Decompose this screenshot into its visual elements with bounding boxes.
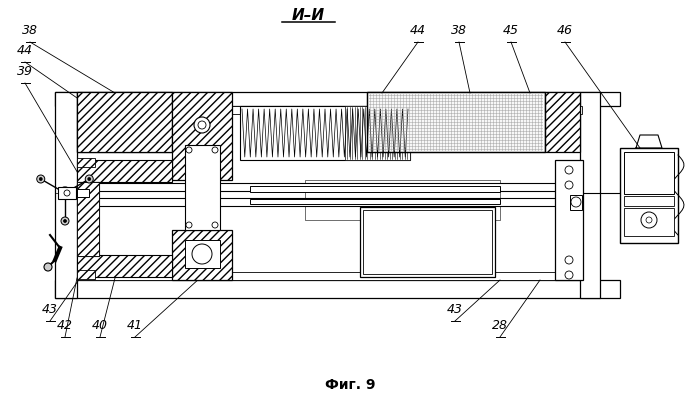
Bar — [570, 195, 582, 210]
Circle shape — [64, 190, 70, 196]
Text: 43: 43 — [447, 303, 463, 316]
Circle shape — [198, 121, 206, 129]
Bar — [250, 199, 500, 204]
Text: 40: 40 — [92, 319, 108, 332]
Text: И–И: И–И — [291, 8, 325, 24]
Bar — [367, 92, 545, 152]
Circle shape — [212, 147, 218, 153]
Text: 42: 42 — [57, 319, 73, 332]
Circle shape — [565, 271, 573, 279]
Text: 41: 41 — [127, 319, 143, 332]
Bar — [77, 158, 95, 167]
Circle shape — [37, 175, 45, 183]
Circle shape — [64, 219, 66, 223]
Bar — [77, 182, 99, 256]
Circle shape — [61, 217, 69, 225]
Text: 45: 45 — [503, 24, 519, 37]
Circle shape — [194, 117, 210, 133]
Bar — [172, 92, 232, 180]
Text: 38: 38 — [451, 24, 467, 37]
Bar — [55, 92, 620, 106]
Circle shape — [565, 256, 573, 264]
Circle shape — [44, 263, 52, 271]
Bar — [77, 272, 582, 280]
Circle shape — [59, 187, 71, 199]
Bar — [305, 180, 500, 220]
Circle shape — [186, 147, 192, 153]
Text: 46: 46 — [557, 24, 573, 37]
Bar — [250, 186, 500, 192]
Text: 43: 43 — [42, 303, 58, 316]
Circle shape — [212, 222, 218, 228]
Bar — [624, 208, 674, 236]
Circle shape — [646, 217, 652, 223]
Bar — [77, 106, 582, 114]
Bar — [624, 152, 674, 194]
Circle shape — [571, 197, 581, 207]
Text: 39: 39 — [17, 65, 33, 78]
Bar — [620, 148, 678, 243]
Bar — [77, 92, 172, 152]
Bar — [77, 183, 582, 191]
Bar — [545, 92, 580, 152]
Bar — [185, 145, 220, 230]
Text: 38: 38 — [22, 24, 38, 37]
Bar — [624, 196, 674, 206]
Bar — [360, 207, 495, 277]
Circle shape — [186, 222, 192, 228]
Text: Фиг. 9: Фиг. 9 — [325, 378, 375, 392]
Text: 44: 44 — [410, 24, 426, 37]
Bar — [55, 92, 77, 298]
Bar — [172, 230, 232, 280]
Text: 28: 28 — [492, 319, 508, 332]
Bar — [77, 198, 582, 206]
Bar — [240, 106, 410, 160]
Bar — [580, 92, 600, 298]
Text: 44: 44 — [17, 44, 33, 57]
Circle shape — [565, 181, 573, 189]
Bar — [363, 210, 492, 274]
Bar — [345, 106, 410, 160]
Circle shape — [192, 244, 212, 264]
Bar — [77, 270, 95, 279]
Circle shape — [39, 178, 42, 180]
Bar — [77, 255, 172, 277]
Circle shape — [85, 175, 93, 183]
Bar — [77, 182, 99, 256]
Bar — [555, 160, 583, 280]
Bar — [367, 92, 545, 152]
Bar — [185, 240, 220, 268]
Circle shape — [88, 178, 91, 180]
Bar — [77, 189, 89, 197]
Bar — [77, 189, 582, 198]
Bar — [55, 280, 620, 298]
Bar — [58, 187, 76, 199]
Circle shape — [565, 166, 573, 174]
Bar — [77, 160, 172, 182]
Circle shape — [641, 212, 657, 228]
Bar — [77, 92, 172, 152]
